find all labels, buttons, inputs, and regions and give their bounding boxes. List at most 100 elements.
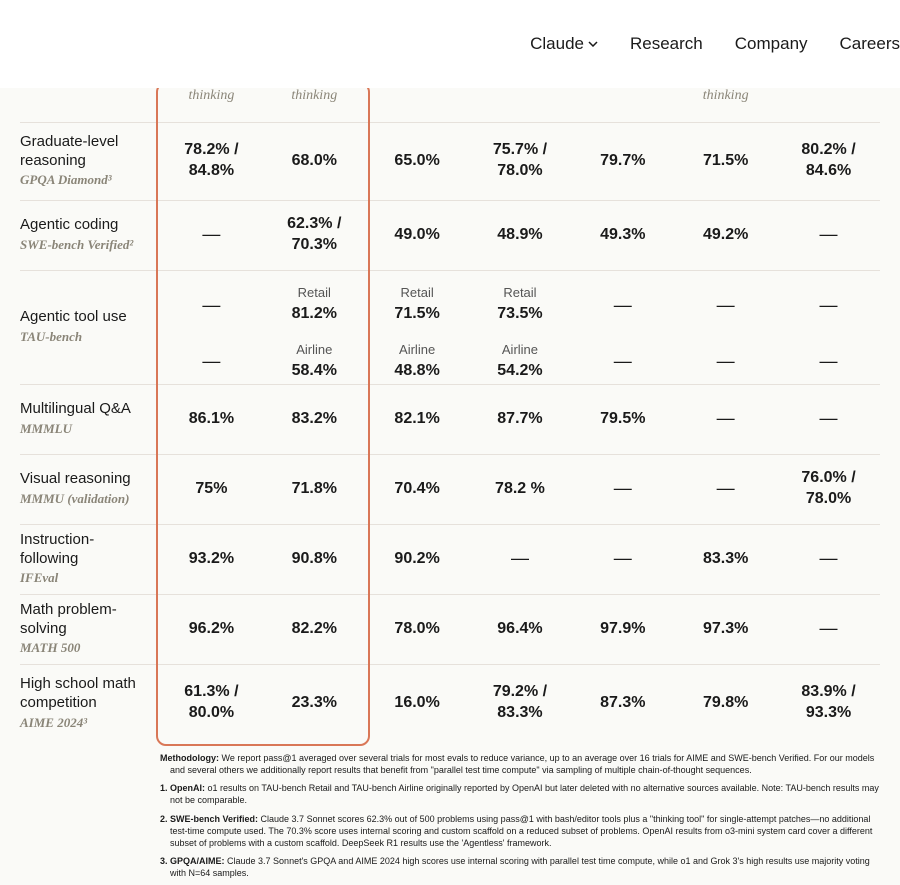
- row-title: Math problem-solving: [20, 601, 152, 639]
- cell: —: [777, 294, 880, 317]
- cell: 80.2% /84.6%: [777, 140, 880, 182]
- col1-head: thinking: [160, 88, 263, 122]
- col3-head: [366, 88, 469, 122]
- row-ifeval-label: Instruction-following IFEval: [20, 524, 160, 594]
- nav-company-label: Company: [735, 34, 808, 53]
- cell: —: [160, 350, 263, 373]
- column-header-row: thinking thinking thinking: [20, 88, 880, 122]
- row-title: Graduate-level reasoning: [20, 133, 152, 171]
- cell: 76.0% /78.0%: [777, 468, 880, 510]
- cell: 82.2%: [263, 619, 366, 640]
- row-title: Visual reasoning: [20, 470, 152, 489]
- chevron-down-icon: [588, 41, 598, 47]
- cell: 71.5%: [674, 151, 777, 172]
- col2-head: thinking: [263, 88, 366, 122]
- footnote-1: 1. OpenAI: o1 results on TAU-bench Retai…: [160, 782, 880, 806]
- cell: —: [777, 617, 880, 640]
- cell: Airline58.4%: [263, 342, 366, 382]
- cell: 49.0%: [366, 225, 469, 246]
- row-sub: GPQA Diamond³: [20, 172, 152, 189]
- cell: 16.0%: [366, 693, 469, 714]
- nav-company[interactable]: Company: [719, 26, 824, 62]
- row-mmmlu: Multilingual Q&A MMMLU 86.1% 83.2% 82.1%…: [20, 384, 880, 454]
- nav-research[interactable]: Research: [614, 26, 719, 62]
- cell: 97.3%: [674, 619, 777, 640]
- row-tau-1: Agentic tool use TAU-bench — Retail81.2%…: [20, 270, 880, 340]
- col5-head: [571, 88, 674, 122]
- cell: 79.2% /83.3%: [469, 682, 572, 724]
- cell: Airline48.8%: [366, 342, 469, 382]
- nav-claude[interactable]: Claude: [514, 26, 614, 62]
- cell: 87.3%: [571, 693, 674, 714]
- benchmark-table: thinking thinking thinking Graduate-leve…: [20, 88, 880, 742]
- cell: Retail73.5%: [469, 285, 572, 325]
- col7-head: [777, 88, 880, 122]
- cell: 75%: [160, 479, 263, 500]
- footnote-3: 3. GPQA/AIME: Claude 3.7 Sonnet's GPQA a…: [160, 855, 880, 879]
- row-title: Multilingual Q&A: [20, 400, 152, 419]
- row-title: Agentic coding: [20, 216, 152, 235]
- top-nav: Claude Research Company Careers: [0, 0, 900, 88]
- cell: —: [674, 477, 777, 500]
- row-sub: TAU-bench: [20, 329, 152, 346]
- cell: 90.8%: [263, 549, 366, 570]
- cell: 96.4%: [469, 619, 572, 640]
- row-sub: MATH 500: [20, 640, 152, 657]
- cell: —: [160, 223, 263, 246]
- cell: —: [571, 294, 674, 317]
- cell: 48.9%: [469, 225, 572, 246]
- cell: —: [777, 350, 880, 373]
- cell: 68.0%: [263, 151, 366, 172]
- cell: 78.0%: [366, 619, 469, 640]
- cell: 79.8%: [674, 693, 777, 714]
- cell: 83.3%: [674, 549, 777, 570]
- row-title: High school math competition: [20, 675, 152, 713]
- cell: 65.0%: [366, 151, 469, 172]
- cell: 97.9%: [571, 619, 674, 640]
- nav-careers[interactable]: Careers: [824, 26, 900, 62]
- row-swe: Agentic coding SWE-bench Verified² — 62.…: [20, 200, 880, 270]
- cell: 90.2%: [366, 549, 469, 570]
- cell: 62.3% /70.3%: [263, 214, 366, 256]
- cell: 86.1%: [160, 409, 263, 430]
- row-sub: MMMLU: [20, 421, 152, 438]
- cell: 75.7% /78.0%: [469, 140, 572, 182]
- cell: 83.2%: [263, 409, 366, 430]
- nav-claude-label: Claude: [530, 34, 584, 54]
- cell: 96.2%: [160, 619, 263, 640]
- row-sub: IFEval: [20, 570, 152, 587]
- col6-head: thinking: [674, 88, 777, 122]
- cell: 61.3% /80.0%: [160, 682, 263, 724]
- col4-head: [469, 88, 572, 122]
- cell: Retail71.5%: [366, 285, 469, 325]
- row-math500: Math problem-solving MATH 500 96.2% 82.2…: [20, 594, 880, 664]
- cell: 79.7%: [571, 151, 674, 172]
- cell: Retail81.2%: [263, 285, 366, 325]
- cell: —: [777, 547, 880, 570]
- cell: —: [674, 294, 777, 317]
- cell: —: [571, 547, 674, 570]
- cell: 83.9% /93.3%: [777, 682, 880, 724]
- cell: —: [469, 547, 572, 570]
- row-aime-label: High school math competition AIME 2024³: [20, 664, 160, 742]
- nav-research-label: Research: [630, 34, 703, 53]
- row-sub: MMMU (validation): [20, 491, 152, 508]
- row-sub: SWE-bench Verified²: [20, 237, 152, 254]
- cell: —: [674, 407, 777, 430]
- row-mmmu: Visual reasoning MMMU (validation) 75% 7…: [20, 454, 880, 524]
- row-gpqa: Graduate-level reasoning GPQA Diamond³ 7…: [20, 122, 880, 200]
- benchmark-table-wrap: thinking thinking thinking Graduate-leve…: [0, 88, 900, 885]
- footnotes: Methodology: We report pass@1 averaged o…: [20, 752, 880, 879]
- cell: —: [777, 223, 880, 246]
- cell: —: [571, 350, 674, 373]
- footnote-2: 2. SWE-bench Verified: Claude 3.7 Sonnet…: [160, 813, 880, 849]
- cell: 79.5%: [571, 409, 674, 430]
- row-aime: High school math competition AIME 2024³ …: [20, 664, 880, 742]
- row-title: Instruction-following: [20, 531, 152, 569]
- cell: 49.2%: [674, 225, 777, 246]
- cell: —: [674, 350, 777, 373]
- row-title: Agentic tool use: [20, 308, 152, 327]
- row-gpqa-label: Graduate-level reasoning GPQA Diamond³: [20, 122, 160, 200]
- cell: —: [571, 477, 674, 500]
- cell: 82.1%: [366, 409, 469, 430]
